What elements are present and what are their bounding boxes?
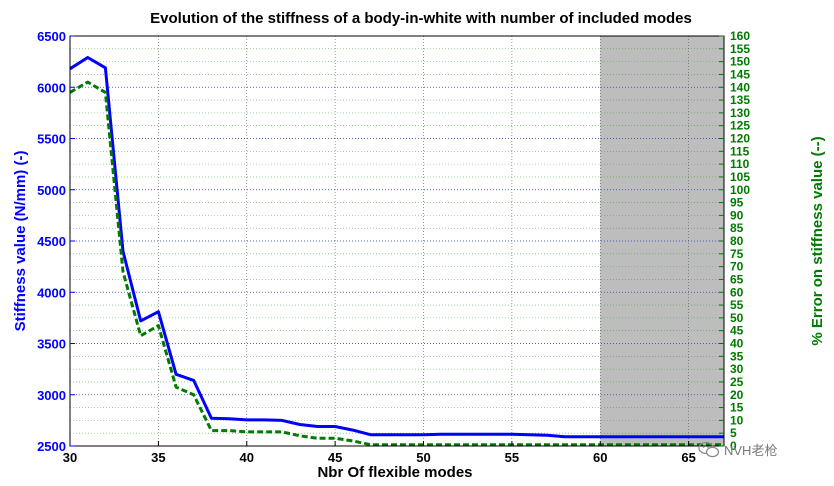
series-line-stiffness — [69, 56, 724, 439]
y-right-tick-label: 5 — [730, 426, 737, 440]
x-tick-label: 55 — [505, 450, 519, 465]
y-right-tick-label: 95 — [730, 196, 744, 210]
shaded-region — [600, 36, 724, 446]
y-right-tick-label: 30 — [730, 362, 744, 376]
x-axis-label: Nbr Of flexible modes — [317, 464, 472, 481]
y-right-tick-label: 20 — [730, 388, 744, 402]
watermark-text: NVH老枪 — [724, 443, 778, 458]
x-tick-label: 45 — [328, 450, 342, 465]
y-right-tick-label: 25 — [730, 375, 744, 389]
y-axis-right: 0510152025303540455055606570758085909510… — [719, 29, 750, 453]
y-right-tick-label: 110 — [730, 157, 750, 171]
y-right-tick-label: 100 — [730, 183, 750, 197]
y-right-tick-label: 60 — [730, 285, 744, 299]
x-tick-label: 40 — [240, 450, 254, 465]
y-left-tick-label: 3000 — [37, 388, 66, 403]
x-tick-label: 50 — [416, 450, 430, 465]
wechat-icon — [698, 441, 720, 457]
y-right-tick-label: 115 — [730, 144, 750, 158]
y-right-tick-label: 35 — [730, 349, 744, 363]
y-left-tick-label: 4000 — [37, 285, 66, 300]
x-tick-label: 35 — [151, 450, 165, 465]
x-tick-label: 60 — [593, 450, 607, 465]
shaded-region-rect — [600, 36, 724, 446]
y-right-tick-label: 65 — [730, 272, 744, 286]
watermark: NVH老枪 — [698, 440, 777, 459]
y-left-tick-label: 5000 — [37, 183, 66, 198]
y-left-tick-label: 6000 — [37, 80, 66, 95]
y-right-tick-label: 145 — [730, 67, 750, 81]
y-right-tick-label: 45 — [730, 324, 744, 338]
y-right-tick-label: 40 — [730, 337, 744, 351]
y-right-tick-label: 10 — [730, 413, 744, 427]
y-right-tick-label: 50 — [730, 311, 744, 325]
y-right-tick-label: 70 — [730, 260, 744, 274]
y-axis-label-right: % Error on stiffness value (--) — [809, 136, 826, 345]
series-layer — [69, 56, 724, 447]
chart-title: Evolution of the stiffness of a body-in-… — [150, 10, 692, 27]
y-right-tick-label: 140 — [730, 80, 750, 94]
y-left-tick-label: 5500 — [37, 132, 66, 147]
y-left-tick-label: 6500 — [37, 29, 66, 44]
x-tick-label: 65 — [681, 450, 695, 465]
y-right-tick-label: 105 — [730, 170, 750, 184]
y-right-tick-label: 125 — [730, 119, 750, 133]
y-left-tick-label: 3500 — [37, 337, 66, 352]
y-right-tick-label: 90 — [730, 208, 744, 222]
y-axis-left: 2500 3000 3500 4000 4500 5000 5500 6000 6500 — [37, 29, 75, 454]
y-right-tick-label: 160 — [730, 29, 750, 43]
y-right-tick-label: 150 — [730, 55, 750, 69]
y-right-tick-label: 85 — [730, 221, 744, 235]
y-right-tick-label: 130 — [730, 106, 750, 120]
y-right-tick-label: 55 — [730, 298, 744, 312]
y-left-tick-label: 4500 — [37, 234, 66, 249]
y-left-tick-label: 2500 — [37, 439, 66, 454]
y-axis-label-left: Stiffness value (N/mm) (-) — [12, 151, 29, 332]
y-right-tick-label: 0 — [730, 439, 737, 453]
x-axis: 30 35 40 45 50 55 60 65 — [63, 441, 696, 465]
y-right-tick-label: 80 — [730, 234, 744, 248]
y-right-tick-label: 120 — [730, 132, 750, 146]
x-tick-label: 30 — [63, 450, 77, 465]
y-right-tick-label: 15 — [730, 401, 744, 415]
y-right-tick-label: 135 — [730, 93, 750, 107]
y-right-tick-label: 75 — [730, 247, 744, 261]
y-right-tick-label: 155 — [730, 42, 750, 56]
